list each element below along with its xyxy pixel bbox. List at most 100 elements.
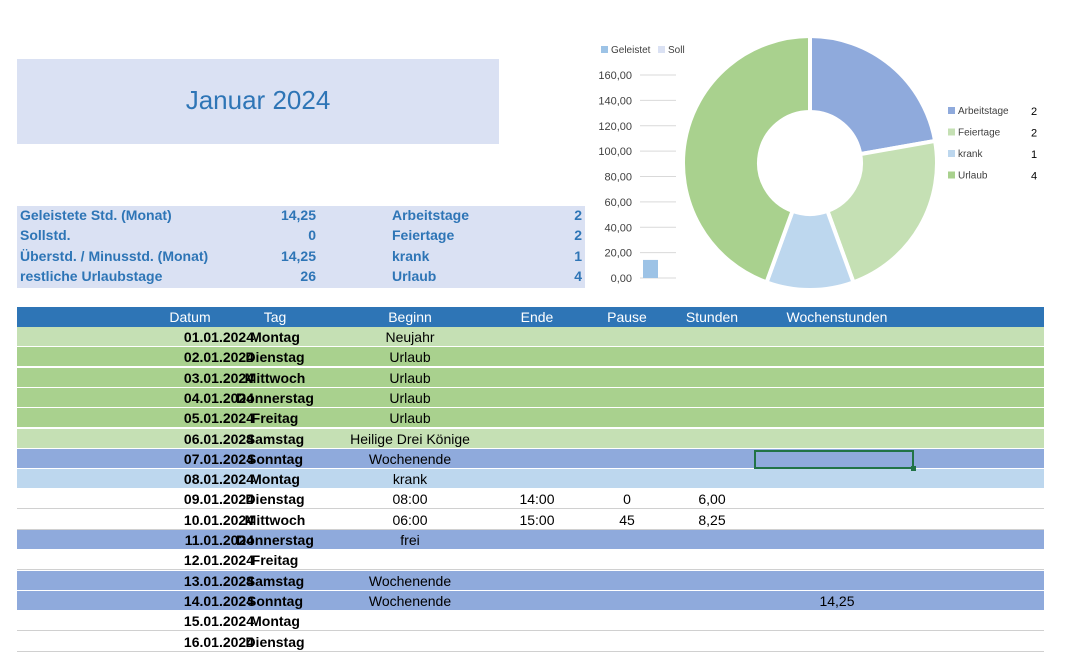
table-row[interactable]: 01.01.2024 Montag Neujahr xyxy=(17,327,1044,347)
cell-day[interactable]: Freitag xyxy=(251,410,299,427)
cell-day[interactable]: Dienstag xyxy=(245,349,305,366)
cell-date[interactable]: 07.01.2024 xyxy=(183,450,254,467)
cell-begin[interactable]: Urlaub xyxy=(389,349,431,366)
cell-pause[interactable] xyxy=(587,368,667,388)
cell-day[interactable]: Montag xyxy=(250,471,300,488)
cell-begin[interactable]: Wochenende xyxy=(368,572,452,589)
cell-end[interactable] xyxy=(497,632,577,652)
table-row[interactable]: 13.01.2024 Samstag Wochenende xyxy=(17,570,1044,591)
cell-week[interactable] xyxy=(752,347,922,367)
cell-begin[interactable]: Urlaub xyxy=(389,389,431,406)
cell-end[interactable]: 14:00 xyxy=(519,491,555,508)
cell-end[interactable] xyxy=(497,408,577,428)
summary-label[interactable]: restliche Urlaubstage xyxy=(20,268,163,284)
cell-day[interactable]: Mittwoch xyxy=(244,369,306,386)
cell-week[interactable] xyxy=(752,611,922,631)
cell-hours[interactable] xyxy=(672,449,752,469)
cell-date[interactable]: 11.01.2024 xyxy=(184,532,254,548)
cell-end[interactable] xyxy=(497,368,577,388)
table-row[interactable]: 15.01.2024 Montag xyxy=(17,611,1044,632)
cell-end[interactable] xyxy=(497,530,577,550)
cell-hours[interactable] xyxy=(672,327,752,347)
cell-pause[interactable] xyxy=(587,449,667,469)
table-row[interactable]: 16.01.2024 Dienstag xyxy=(17,631,1044,652)
table-row[interactable]: 10.01.2024 Mittwoch 06:00 15:00 45 8,25 xyxy=(17,509,1044,530)
cell-begin[interactable]: frei xyxy=(400,532,420,548)
cell-week[interactable] xyxy=(752,469,922,489)
cell-begin[interactable]: Urlaub xyxy=(389,369,431,386)
cell-begin[interactable]: krank xyxy=(392,471,428,488)
cell-hours[interactable] xyxy=(672,469,752,489)
cell-hours[interactable] xyxy=(672,368,752,388)
cell-day[interactable]: Mittwoch xyxy=(244,511,306,528)
table-row[interactable]: 12.01.2024 Freitag xyxy=(17,550,1044,571)
cell-hours[interactable] xyxy=(672,591,752,611)
cell-date[interactable]: 15.01.2024 xyxy=(183,613,254,630)
cell-day[interactable]: Freitag xyxy=(251,552,299,569)
cell-end[interactable] xyxy=(497,571,577,591)
cell-hours[interactable] xyxy=(672,388,752,408)
cell-pause[interactable] xyxy=(587,429,667,449)
table-row[interactable]: 08.01.2024 Montag krank xyxy=(17,469,1044,490)
cell-week[interactable] xyxy=(752,632,922,652)
summary-right-block[interactable] xyxy=(389,206,585,288)
cell-hours[interactable] xyxy=(672,632,752,652)
cell-week[interactable] xyxy=(752,408,922,428)
table-row[interactable]: 09.01.2024 Dienstag 08:00 14:00 0 6,00 xyxy=(17,489,1044,510)
cell-date[interactable]: 03.01.2024 xyxy=(183,369,254,386)
table-row[interactable]: 05.01.2024 Freitag Urlaub xyxy=(17,408,1044,429)
cell-pause[interactable] xyxy=(587,632,667,652)
summary-right-value[interactable]: 1 xyxy=(574,248,582,264)
cell-begin[interactable]: 06:00 xyxy=(392,511,428,528)
cell-end[interactable] xyxy=(497,327,577,347)
cell-day[interactable]: Samstag xyxy=(245,430,305,447)
cell-end[interactable] xyxy=(497,550,577,570)
cell-date[interactable]: 10.01.2024 xyxy=(183,511,254,528)
cell-pause[interactable] xyxy=(587,571,667,591)
summary-right-label[interactable]: Urlaub xyxy=(392,268,437,284)
cell-week[interactable] xyxy=(752,530,922,550)
summary-value[interactable]: 14,25 xyxy=(280,248,316,264)
cell-hours[interactable]: 6,00 xyxy=(698,491,726,508)
cell-begin[interactable] xyxy=(335,550,485,570)
summary-right-label[interactable]: Feiertage xyxy=(392,227,455,243)
cell-pause[interactable] xyxy=(587,388,667,408)
selected-cell[interactable] xyxy=(754,450,914,469)
cell-day[interactable]: Donnerstag xyxy=(236,532,314,548)
cell-pause[interactable] xyxy=(587,550,667,570)
table-row[interactable]: 03.01.2024 Mittwoch Urlaub xyxy=(17,367,1044,388)
summary-label[interactable]: Überstd. / Minusstd. (Monat) xyxy=(20,248,209,264)
summary-right-value[interactable]: 4 xyxy=(574,268,582,284)
cell-day[interactable]: Donnerstag xyxy=(236,389,314,406)
table-row[interactable]: 07.01.2024 Sonntag Wochenende xyxy=(17,448,1044,469)
summary-label[interactable]: Geleistete Std. (Monat) xyxy=(20,207,172,223)
cell-date[interactable]: 09.01.2024 xyxy=(183,491,254,508)
table-row[interactable]: 14.01.2024 Sonntag Wochenende 14,25 xyxy=(17,590,1044,611)
cell-week[interactable] xyxy=(752,571,922,591)
cell-pause[interactable] xyxy=(587,591,667,611)
cell-week[interactable] xyxy=(752,327,922,347)
cell-date[interactable]: 06.01.2024 xyxy=(183,430,254,447)
cell-date[interactable]: 05.01.2024 xyxy=(183,410,254,427)
cell-pause[interactable] xyxy=(587,408,667,428)
cell-end[interactable] xyxy=(497,469,577,489)
cell-hours[interactable] xyxy=(672,550,752,570)
cell-begin[interactable]: Wochenende xyxy=(368,450,452,467)
cell-end[interactable] xyxy=(497,347,577,367)
cell-hours[interactable] xyxy=(672,571,752,591)
cell-day[interactable]: Dienstag xyxy=(245,491,305,508)
cell-pause[interactable] xyxy=(587,611,667,631)
cell-day[interactable]: Sonntag xyxy=(247,592,303,609)
cell-week[interactable]: 14,25 xyxy=(819,592,855,609)
cell-date[interactable]: 14.01.2024 xyxy=(183,592,254,609)
cell-week[interactable] xyxy=(752,368,922,388)
cell-hours[interactable] xyxy=(672,408,752,428)
summary-right-value[interactable]: 2 xyxy=(574,227,582,243)
month-title-box[interactable]: Januar 2024 xyxy=(17,59,499,144)
cell-end[interactable] xyxy=(497,611,577,631)
cell-hours[interactable] xyxy=(672,347,752,367)
cell-week[interactable] xyxy=(752,388,922,408)
fill-handle[interactable] xyxy=(911,466,916,471)
cell-end[interactable]: 15:00 xyxy=(519,511,555,528)
cell-begin[interactable]: Urlaub xyxy=(389,410,431,427)
